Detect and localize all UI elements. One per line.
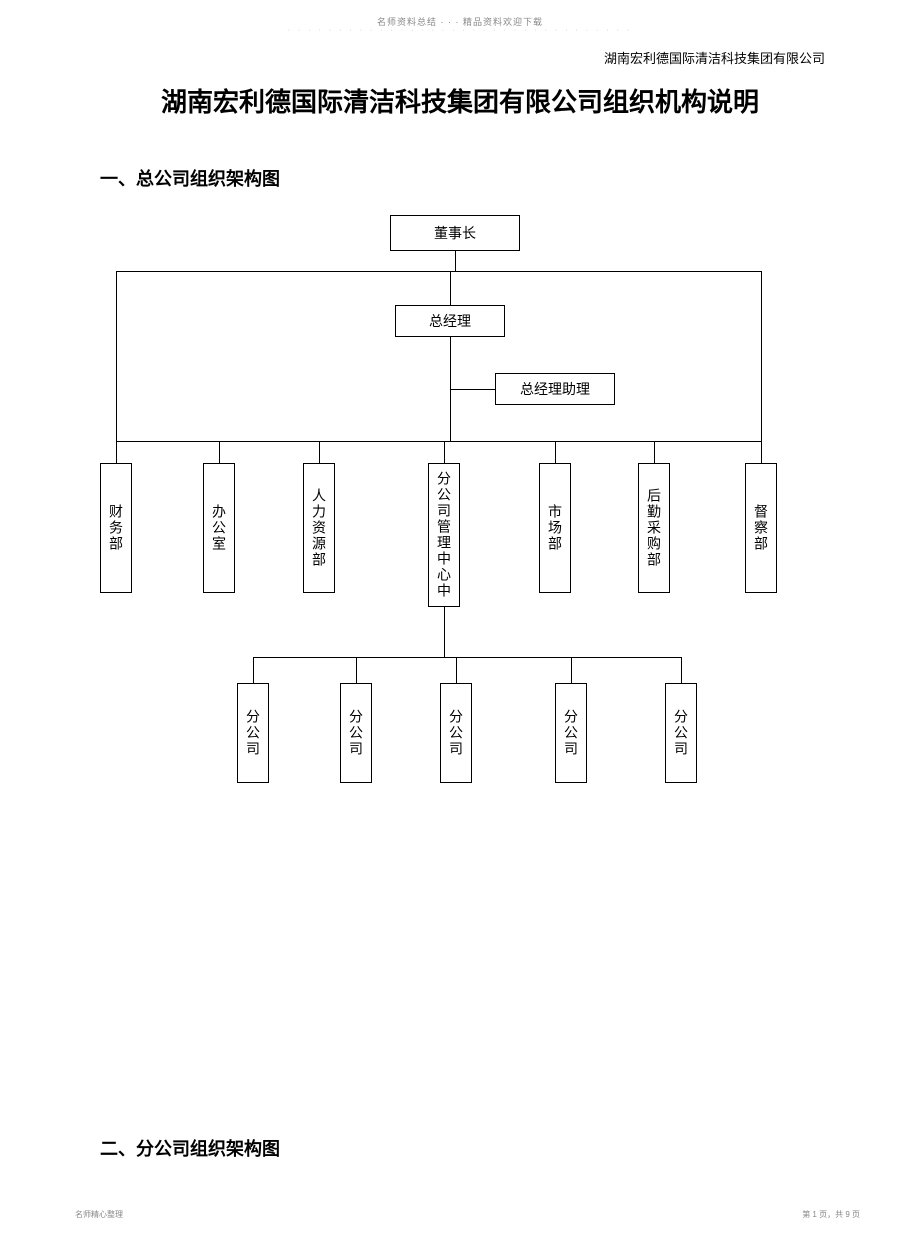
connector (654, 441, 655, 463)
page-title: 湖南宏利德国际清洁科技集团有限公司组织机构说明 (0, 82, 920, 119)
connector (444, 441, 445, 463)
node-dept-hr: 人力资源部 (303, 463, 335, 593)
connector (356, 657, 357, 683)
node-chairman: 董事长 (390, 215, 520, 251)
connector (761, 441, 762, 463)
connector (450, 271, 451, 305)
footer-right: 第 1 页，共 9 页 (802, 1209, 860, 1220)
connector (455, 251, 456, 271)
node-gm-assistant: 总经理助理 (495, 373, 615, 405)
connector (253, 657, 254, 683)
connector (681, 657, 682, 683)
connector (456, 657, 457, 683)
connector (571, 657, 572, 683)
node-dept-finance: 财务部 (100, 463, 132, 593)
connector (116, 441, 117, 463)
section-1-title: 一、总公司组织架构图 (100, 165, 280, 191)
connector (444, 607, 445, 657)
connector (319, 441, 320, 463)
node-dept-supervision: 督察部 (745, 463, 777, 593)
connector (219, 441, 220, 463)
footer-left: 名师精心整理 (75, 1209, 123, 1220)
node-gm: 总经理 (395, 305, 505, 337)
connector (116, 441, 761, 442)
connector (253, 657, 681, 658)
top-watermark-sub: · · · · · · · · · · · · · · · · · · · · … (0, 27, 920, 34)
org-chart: 董事长 总经理 总经理助理 财务部 办公室 人力资源部 分公司管理中心中 市场部… (95, 215, 825, 835)
connector (116, 271, 761, 272)
connector (555, 441, 556, 463)
section-2-title: 二、分公司组织架构图 (100, 1135, 280, 1161)
node-sub-4: 分公司 (555, 683, 587, 783)
node-dept-office: 办公室 (203, 463, 235, 593)
node-sub-5: 分公司 (665, 683, 697, 783)
node-sub-3: 分公司 (440, 683, 472, 783)
connector (450, 389, 495, 390)
node-dept-marketing: 市场部 (539, 463, 571, 593)
node-dept-branch-center: 分公司管理中心中 (428, 463, 460, 607)
node-dept-logistics: 后勤采购部 (638, 463, 670, 593)
node-sub-2: 分公司 (340, 683, 372, 783)
node-sub-1: 分公司 (237, 683, 269, 783)
connector (761, 271, 762, 463)
connector (116, 271, 117, 463)
company-header: 湖南宏利德国际清洁科技集团有限公司 (604, 48, 825, 67)
